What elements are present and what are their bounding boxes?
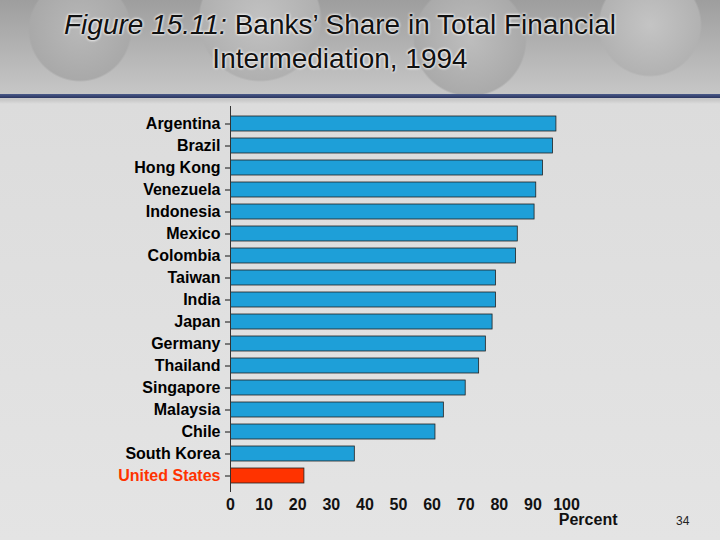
svg-text:20: 20 (289, 496, 307, 513)
svg-text:Colombia: Colombia (148, 247, 221, 264)
svg-text:Thailand: Thailand (155, 357, 221, 374)
html-text:Figure 15.11: Banks’ Share in: Figure 15.11: Banks’ Share in Total Fina… (64, 9, 616, 74)
svg-text:Percent: Percent (559, 511, 618, 528)
svg-text:Mexico: Mexico (166, 225, 220, 242)
svg-text:Germany: Germany (151, 335, 220, 352)
html-text:34: 34 (676, 514, 690, 528)
svg-text:90: 90 (524, 496, 542, 513)
svg-text:Hong Kong: Hong Kong (134, 159, 220, 176)
svg-text:Venezuela: Venezuela (143, 181, 220, 198)
svg-text:India: India (183, 291, 220, 308)
svg-text:Japan: Japan (174, 313, 220, 330)
svg-text:10: 10 (255, 496, 273, 513)
svg-text:40: 40 (356, 496, 374, 513)
svg-text:70: 70 (457, 496, 475, 513)
svg-text:100: 100 (553, 495, 580, 513)
svg-text:Malaysia: Malaysia (154, 401, 221, 418)
svg-text:Taiwan: Taiwan (167, 269, 220, 286)
svg-text:0: 0 (226, 496, 235, 513)
svg-text:Singapore: Singapore (142, 379, 220, 396)
svg-text:Brazil: Brazil (177, 137, 221, 154)
svg-text:50: 50 (390, 496, 408, 513)
svg-text:Indonesia: Indonesia (146, 203, 221, 220)
svg-text:80: 80 (490, 496, 508, 513)
svg-text:United States: United States (118, 467, 220, 484)
svg-text:Argentina: Argentina (146, 115, 221, 132)
svg-text:South Korea: South Korea (125, 445, 220, 462)
svg-text:30: 30 (322, 496, 340, 513)
svg-text:60: 60 (423, 496, 441, 513)
svg-text:Chile: Chile (181, 423, 220, 440)
